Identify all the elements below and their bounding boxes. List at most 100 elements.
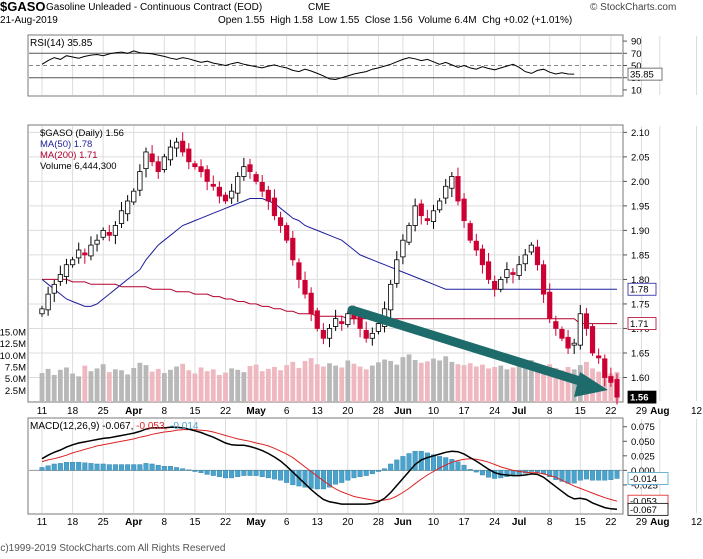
- candle: [253, 174, 259, 182]
- y-tick-label: 1.75: [631, 299, 650, 310]
- candle: [57, 274, 63, 282]
- candle: [339, 321, 345, 324]
- macd-histogram-bar: [363, 470, 369, 476]
- volume-tick-label: 12.5M: [0, 339, 26, 350]
- macd-histogram-bar: [241, 470, 247, 476]
- volume-bar: [522, 362, 528, 402]
- x-tick-label: May: [246, 406, 266, 417]
- candle: [39, 308, 45, 315]
- macd-histogram-bar: [547, 470, 553, 477]
- y-tick-label: 1.80: [631, 275, 650, 286]
- y-tick-label: 2.00: [631, 177, 650, 188]
- x-tick-label: 11: [37, 406, 48, 417]
- volume-bar: [608, 373, 614, 402]
- candle: [449, 176, 455, 189]
- candle: [94, 239, 100, 245]
- x-tick-label: 18: [67, 406, 79, 417]
- rsi-last-label-box: [627, 67, 663, 81]
- macd-histogram-bar: [137, 464, 143, 471]
- volume-bar: [418, 362, 424, 402]
- candle: [112, 225, 119, 236]
- x-tick-label: 8: [547, 406, 553, 417]
- trend-arrow-head: [574, 372, 608, 397]
- candle: [345, 313, 351, 325]
- macd-histogram-bar: [45, 465, 51, 471]
- x-tick-label: 10: [428, 406, 440, 417]
- candle: [485, 261, 492, 280]
- y-tick-label: 1.90: [631, 226, 650, 237]
- volume-bar: [229, 368, 235, 402]
- candle: [577, 313, 583, 346]
- candle: [284, 225, 290, 241]
- volume-tick-label: 2.5M: [5, 386, 26, 397]
- volume-bar: [327, 363, 332, 402]
- macd-histogram-bar: [400, 456, 406, 471]
- high-label: High: [270, 15, 291, 26]
- macd-histogram-bar: [198, 470, 204, 473]
- macd-histogram-bar: [235, 470, 241, 477]
- macd-histogram-bar: [302, 470, 308, 488]
- volume-bar: [333, 365, 339, 402]
- volume-bar: [284, 365, 290, 402]
- price-last-label: 1.56: [630, 393, 649, 404]
- x-tick-label: 15: [575, 406, 587, 417]
- volume-bar: [571, 369, 577, 402]
- volume-bar: [216, 374, 222, 402]
- volume-bar: [143, 365, 149, 402]
- volume-bar: [547, 364, 553, 402]
- volume-bar: [400, 357, 406, 402]
- ma50-line: [41, 198, 617, 307]
- x-tick-label: 8: [547, 517, 553, 528]
- volume-bar: [302, 360, 308, 402]
- macd-histogram-bar: [327, 470, 333, 488]
- x-tick-label: 24: [489, 406, 501, 417]
- x-tick-label: 25: [98, 517, 110, 528]
- macd-hist-last-label: -0.014: [630, 474, 657, 485]
- volume-label: Volume: [418, 15, 452, 26]
- macd-histogram-bar: [345, 470, 351, 481]
- chg-label: Chg: [482, 15, 501, 26]
- candle: [534, 246, 541, 266]
- x-tick-label: Jun: [394, 517, 412, 528]
- volume-bar: [376, 362, 381, 402]
- candle: [259, 181, 265, 192]
- candle: [69, 259, 76, 266]
- x-tick-label: Jul: [512, 517, 527, 528]
- macd-histogram-bar: [375, 470, 381, 472]
- volume-bar: [45, 368, 51, 402]
- volume-bar: [480, 364, 485, 402]
- volume-bar: [94, 368, 100, 402]
- candle: [394, 259, 400, 284]
- volume-bar: [247, 366, 253, 402]
- macd-histogram-bar: [394, 459, 400, 471]
- macd-histogram-bar: [565, 470, 571, 484]
- candle: [571, 342, 577, 346]
- candle: [229, 190, 235, 199]
- candle: [467, 223, 473, 241]
- macd-histogram-bar: [602, 470, 608, 481]
- macd-histogram-bar: [528, 470, 534, 472]
- candle: [540, 264, 547, 295]
- volume-bar: [51, 374, 57, 402]
- rsi-last-label: 35.85: [630, 70, 654, 81]
- volume-bar: [394, 364, 400, 402]
- x-tick-label: 20: [342, 517, 354, 528]
- volume-bar: [461, 365, 467, 402]
- candle: [241, 166, 247, 177]
- ma200-line: [42, 278, 617, 325]
- candle: [369, 332, 375, 339]
- candle: [296, 262, 302, 280]
- macd-legend-hist: -0.014: [170, 421, 199, 432]
- volume-bar: [125, 374, 131, 402]
- volume-tick-label: 7.5M: [5, 363, 26, 374]
- macd-histogram-bar: [259, 470, 265, 477]
- volume-bar: [339, 367, 345, 402]
- candle: [143, 151, 149, 170]
- x-tick-label: 24: [489, 517, 501, 528]
- volume-bar: [180, 363, 186, 402]
- candle: [63, 264, 70, 277]
- x-tick-label: 22: [220, 517, 232, 528]
- volume-bar: [504, 369, 510, 402]
- y-tick-label: 1.85: [631, 250, 650, 261]
